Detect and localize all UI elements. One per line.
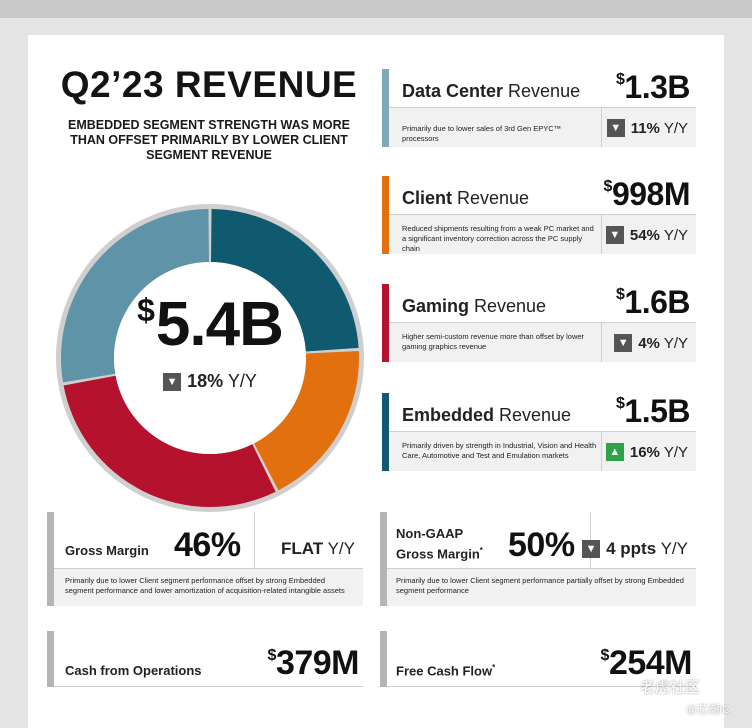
segment-name: Data Center Revenue <box>402 81 581 101</box>
segment-header: Data Center Revenue $1.3B <box>389 69 696 108</box>
total-revenue: $5.4B <box>55 289 365 360</box>
watermark-line2: @芯潮IC <box>686 704 731 716</box>
gross-margin-card: Gross Margin 46% FLAT Y/Y Primarily due … <box>47 512 363 606</box>
segment-name: Gaming Revenue <box>402 296 547 316</box>
non-gaap-margin-label: Non-GAAP Gross Margin* <box>396 526 483 562</box>
donut-slice-embedded <box>61 209 209 383</box>
total-currency: $ <box>137 292 155 328</box>
total-yoy-unit: Y/Y <box>227 371 257 391</box>
down-arrow-icon: ▼ <box>582 540 601 558</box>
card-header: Cash from Operations $379M <box>54 631 363 687</box>
card-accent-bar <box>47 512 54 606</box>
card-footer: Primarily due to lower Client segment pe… <box>54 569 363 606</box>
segment-accent-bar <box>382 176 389 254</box>
segment-note: Primarily due to lower sales of 3rd Gen … <box>402 124 562 143</box>
segment-value: $1.5B <box>616 393 690 429</box>
segment-accent-bar <box>382 393 389 471</box>
segment-note: Primarily driven by strength in Industri… <box>402 441 597 460</box>
donut-svg <box>56 204 364 512</box>
card-header: Free Cash Flow* $254M <box>387 631 696 687</box>
segment-gaming: Gaming Revenue $1.6B Higher semi-custom … <box>382 284 696 362</box>
segment-divider <box>601 323 602 362</box>
gross-margin-change: FLAT Y/Y <box>281 539 355 558</box>
top-strip <box>0 0 752 18</box>
segment-divider <box>601 215 602 254</box>
segment-value: $998M <box>603 176 691 212</box>
card-accent-bar <box>47 631 54 687</box>
segment-note: Reduced shipments resulting from a weak … <box>402 224 594 253</box>
segment-data-center: Data Center Revenue $1.3B Primarily due … <box>382 69 696 147</box>
segment-value: $1.6B <box>616 284 690 320</box>
down-arrow-icon: ▼ <box>163 373 182 391</box>
page-subtitle: EMBEDDED SEGMENT STRENGTH WAS MORE THAN … <box>68 118 350 162</box>
segment-footer: Primarily driven by strength in Industri… <box>389 432 696 471</box>
segment-divider <box>601 432 602 471</box>
segment-yoy: ▲ 16% Y/Y <box>605 443 688 461</box>
segment-footer: Higher semi-custom revenue more than off… <box>389 323 696 362</box>
segment-accent-bar <box>382 284 389 362</box>
card-header: Non-GAAP Gross Margin* 50% ▼ 4 ppts Y/Y <box>387 512 696 569</box>
non-gaap-margin-change: ▼ 4 ppts Y/Y <box>582 539 688 559</box>
segment-name: Embedded Revenue <box>402 405 572 425</box>
gross-margin-note: Primarily due to lower Client segment pe… <box>65 576 345 595</box>
segment-yoy: ▼ 4% Y/Y <box>614 334 688 352</box>
card-divider <box>254 512 255 569</box>
segment-name: Client Revenue <box>402 188 530 208</box>
cash-ops-label: Cash from Operations <box>65 663 202 678</box>
non-gaap-margin-card: Non-GAAP Gross Margin* 50% ▼ 4 ppts Y/Y Pr… <box>380 512 696 606</box>
segment-value: $1.3B <box>616 69 690 105</box>
total-amount: 5.4B <box>155 290 284 359</box>
donut-center-hole <box>114 262 306 454</box>
segment-embedded: Embedded Revenue $1.5B Primarily driven … <box>382 393 696 471</box>
fcf-label: Free Cash Flow* <box>396 663 496 679</box>
gross-margin-label: Gross Margin <box>65 543 149 558</box>
segment-footer: Reduced shipments resulting from a weak … <box>389 215 696 254</box>
free-cash-flow-card: Free Cash Flow* $254M <box>380 631 696 687</box>
down-arrow-icon: ▼ <box>605 226 624 244</box>
donut-slice-client <box>254 350 359 491</box>
down-arrow-icon: ▼ <box>606 119 625 137</box>
segment-yoy: ▼ 11% Y/Y <box>606 119 688 137</box>
segment-note: Higher semi-custom revenue more than off… <box>402 332 585 351</box>
donut-slice-data-center <box>211 209 359 352</box>
segment-header: Gaming Revenue $1.6B <box>389 284 696 323</box>
total-yoy: ▼ 18% Y/Y <box>55 371 365 392</box>
revenue-donut-chart: $5.4B ▼ 18% Y/Y <box>55 203 365 513</box>
fcf-value: $254M <box>600 644 693 682</box>
segment-header: Client Revenue $998M <box>389 176 696 215</box>
card-accent-bar <box>380 512 387 606</box>
card-footer: Primarily due to lower Client segment pe… <box>387 569 696 606</box>
donut-slice-gaming <box>63 375 276 507</box>
segment-footer: Primarily due to lower sales of 3rd Gen … <box>389 108 696 147</box>
non-gaap-margin-value: 50% <box>508 526 575 564</box>
cash-ops-value: $379M <box>267 644 360 682</box>
segment-accent-bar <box>382 69 389 147</box>
page-title: Q2’23 REVENUE <box>60 64 358 105</box>
watermark-line1: 老虎社区 <box>640 679 701 696</box>
segment-header: Embedded Revenue $1.5B <box>389 393 696 432</box>
total-yoy-value: 18% <box>187 371 224 391</box>
segment-divider <box>601 108 602 147</box>
gross-margin-value: 46% <box>174 526 241 564</box>
cash-from-operations-card: Cash from Operations $379M <box>47 631 363 687</box>
card-accent-bar <box>380 631 387 687</box>
segment-yoy: ▼ 54% Y/Y <box>605 226 688 244</box>
down-arrow-icon: ▼ <box>614 334 633 352</box>
card-header: Gross Margin 46% FLAT Y/Y <box>54 512 363 569</box>
segment-client: Client Revenue $998M Reduced shipments r… <box>382 176 696 254</box>
up-arrow-icon: ▲ <box>605 443 624 461</box>
non-gaap-margin-note: Primarily due to lower Client segment pe… <box>396 576 684 595</box>
